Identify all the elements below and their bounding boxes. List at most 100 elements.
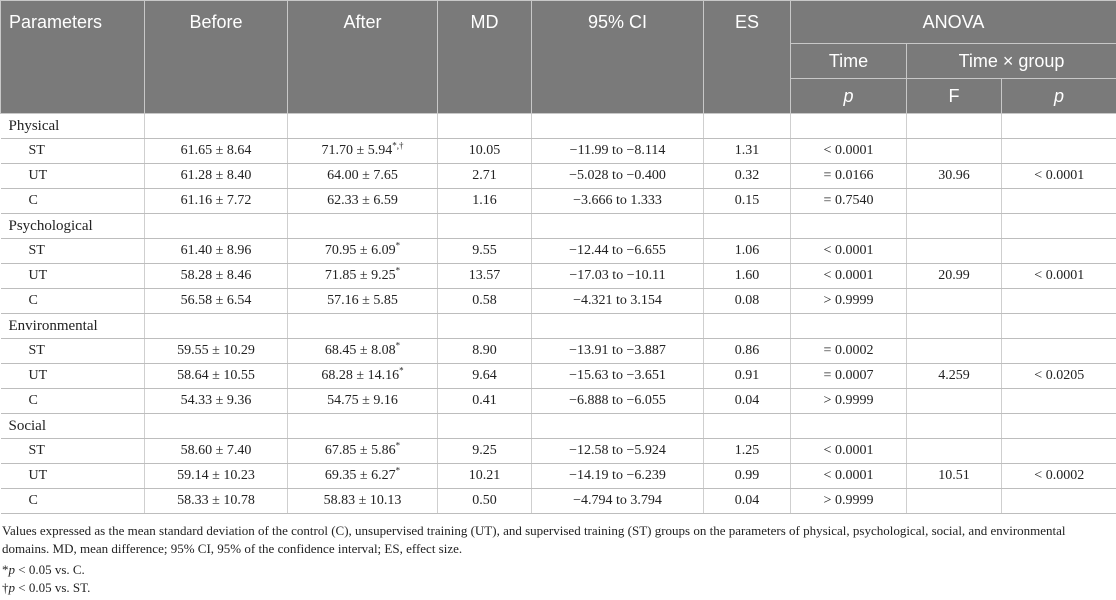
cell-f [906, 138, 1002, 164]
cell-after: 67.85 ± 5.86* [287, 438, 438, 464]
cell-p-time: < 0.0001 [790, 463, 907, 489]
footnote-description: Values expressed as the mean standard de… [2, 523, 1066, 556]
footnote-asterisk-p: p [8, 562, 16, 577]
cell-es: 0.86 [703, 338, 791, 364]
empty-cell [144, 213, 288, 239]
table-footnotes: Values expressed as the mean standard de… [0, 522, 1102, 597]
empty-cell [287, 113, 438, 139]
domain-row: Social [0, 413, 1116, 439]
empty-cell [1001, 413, 1116, 439]
cell-p-group: < 0.0205 [1001, 363, 1116, 389]
significance-mark: * [395, 465, 401, 476]
cell-group: ST [0, 238, 145, 264]
table-body: Physical ST 61.65 ± 8.64 71.70 ± 5.94*,† 10.… [0, 113, 1116, 514]
table-row: UT 59.14 ± 10.23 69.35 ± 6.27* 10.21 −14.19 … [0, 463, 1116, 489]
cell-ci: −4.321 to 3.154 [531, 288, 704, 314]
cell-before: 58.33 ± 10.78 [144, 488, 288, 514]
after-value: 64.00 ± 7.65 [327, 168, 398, 183]
empty-cell [790, 413, 907, 439]
cell-after: 68.45 ± 8.08* [287, 338, 438, 364]
empty-cell [703, 213, 791, 239]
cell-f [906, 338, 1002, 364]
table-row: ST 59.55 ± 10.29 68.45 ± 8.08* 8.90 −13.91 t… [0, 338, 1116, 364]
cell-p-time: = 0.0166 [790, 163, 907, 189]
significance-mark: * [395, 440, 401, 451]
cell-ci: −12.44 to −6.655 [531, 238, 704, 264]
cell-es: 0.15 [703, 188, 791, 214]
after-value: 57.16 ± 5.85 [327, 293, 398, 308]
cell-after: 70.95 ± 6.09* [287, 238, 438, 264]
domain-label: Environmental [0, 313, 145, 339]
after-value: 69.35 ± 6.27 [324, 468, 396, 483]
cell-group: C [0, 488, 145, 514]
empty-cell [1001, 213, 1116, 239]
cell-before: 58.64 ± 10.55 [144, 363, 288, 389]
empty-cell [287, 413, 438, 439]
domain-row: Physical [0, 113, 1116, 139]
cell-f [906, 188, 1002, 214]
cell-f [906, 288, 1002, 314]
cell-p-time: = 0.7540 [790, 188, 907, 214]
cell-after: 58.83 ± 10.13 [287, 488, 438, 514]
cell-before: 56.58 ± 6.54 [144, 288, 288, 314]
table-row: C 58.33 ± 10.78 58.83 ± 10.13 0.50 −4.794 to… [0, 488, 1116, 514]
cell-before: 61.40 ± 8.96 [144, 238, 288, 264]
cell-p-time: < 0.0001 [790, 238, 907, 264]
empty-cell [790, 313, 907, 339]
cell-ci: −11.99 to −8.114 [531, 138, 704, 164]
empty-cell [287, 213, 438, 239]
cell-f: 30.96 [906, 163, 1002, 189]
footnote-asterisk: *p < 0.05 vs. C. [2, 561, 1102, 579]
empty-cell [531, 113, 704, 139]
cell-md: 0.50 [437, 488, 532, 514]
cell-p-group [1001, 188, 1116, 214]
footnote-dagger: †p < 0.05 vs. ST. [2, 579, 1102, 597]
after-value: 71.70 ± 5.94 [321, 143, 393, 158]
cell-p-time: > 0.9999 [790, 488, 907, 514]
cell-md: 9.64 [437, 363, 532, 389]
cell-ci: −14.19 to −6.239 [531, 463, 704, 489]
table-row: UT 61.28 ± 8.40 64.00 ± 7.65 2.71 −5.028 to … [0, 163, 1116, 189]
cell-f [906, 238, 1002, 264]
cell-md: 8.90 [437, 338, 532, 364]
domain-label: Physical [0, 113, 145, 139]
cell-md: 2.71 [437, 163, 532, 189]
empty-cell [531, 213, 704, 239]
cell-es: 0.99 [703, 463, 791, 489]
cell-md: 9.55 [437, 238, 532, 264]
cell-f: 10.51 [906, 463, 1002, 489]
cell-p-time: < 0.0001 [790, 438, 907, 464]
table-header: Parameters Before After MD 95% CI ES ANO… [0, 0, 1116, 114]
cell-p-group [1001, 288, 1116, 314]
significance-mark: * [395, 340, 401, 351]
empty-cell [906, 213, 1002, 239]
cell-es: 0.04 [703, 488, 791, 514]
cell-group: ST [0, 138, 145, 164]
cell-p-time: = 0.0002 [790, 338, 907, 364]
empty-cell [437, 213, 532, 239]
header-ci: 95% CI [531, 0, 704, 114]
table-row: C 61.16 ± 7.72 62.33 ± 6.59 1.16 −3.666 to 1… [0, 188, 1116, 214]
cell-p-time: > 0.9999 [790, 288, 907, 314]
table-row: C 56.58 ± 6.54 57.16 ± 5.85 0.58 −4.321 to 3… [0, 288, 1116, 314]
footnote-dagger-p: p [8, 580, 16, 595]
cell-p-group: < 0.0001 [1001, 163, 1116, 189]
header-anova: ANOVA [789, 0, 1116, 44]
empty-cell [144, 313, 288, 339]
cell-es: 0.91 [703, 363, 791, 389]
table-row: ST 58.60 ± 7.40 67.85 ± 5.86* 9.25 −12.58 to… [0, 438, 1116, 464]
cell-group: UT [0, 463, 145, 489]
header-after: After [287, 0, 438, 114]
cell-after: 64.00 ± 7.65 [287, 163, 438, 189]
significance-mark: *,† [392, 140, 404, 151]
empty-cell [906, 113, 1002, 139]
empty-cell [703, 313, 791, 339]
empty-cell [1001, 113, 1116, 139]
domain-row: Environmental [0, 313, 1116, 339]
cell-es: 1.60 [703, 263, 791, 289]
cell-group: UT [0, 363, 145, 389]
domain-row: Psychological [0, 213, 1116, 239]
table-row: ST 61.40 ± 8.96 70.95 ± 6.09* 9.55 −12.44 to… [0, 238, 1116, 264]
cell-p-time: < 0.0001 [790, 138, 907, 164]
significance-mark: * [395, 265, 401, 276]
